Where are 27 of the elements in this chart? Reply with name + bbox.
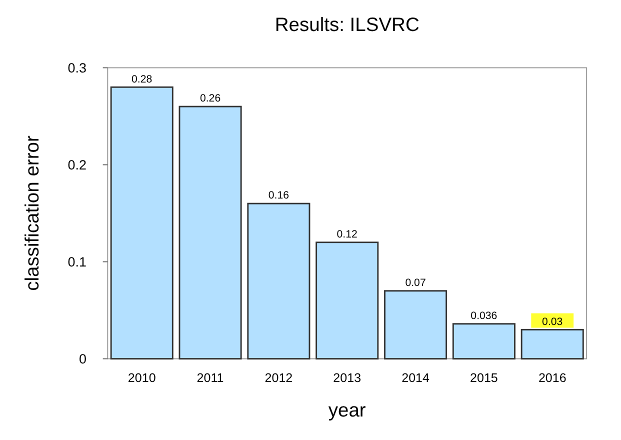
data-label: 0.036	[470, 310, 498, 322]
x-tick-label: 2015	[470, 370, 498, 385]
data-label: 0.26	[200, 92, 221, 105]
bar	[316, 242, 379, 360]
bar	[247, 202, 310, 360]
y-tick-label: 0.2	[68, 158, 86, 173]
bar	[110, 86, 174, 360]
bar	[384, 290, 448, 360]
x-tick-label: 2010	[128, 370, 156, 385]
x-axis-title: year	[328, 400, 366, 422]
data-label: 0.16	[268, 190, 290, 202]
data-label: 0.28	[132, 73, 152, 86]
x-tick-label: 2016	[538, 370, 566, 385]
chart-title: Results: ILSVRC	[274, 15, 420, 36]
bar	[178, 106, 242, 360]
data-label: 0.12	[336, 228, 358, 241]
x-tick-label: 2014	[402, 370, 430, 385]
x-tick-label: 2012	[264, 370, 293, 385]
y-tick-label: 0.3	[68, 60, 86, 76]
x-tick-label: 2011	[196, 370, 224, 385]
y-tick-label: 0.1	[68, 254, 86, 270]
y-tick-label: 0	[78, 352, 86, 367]
data-label: 0.03	[542, 316, 563, 328]
data-label: 0.07	[405, 277, 426, 290]
y-axis-title: classification error	[22, 135, 44, 291]
bar	[452, 323, 516, 360]
x-tick-label: 2013	[333, 370, 362, 385]
